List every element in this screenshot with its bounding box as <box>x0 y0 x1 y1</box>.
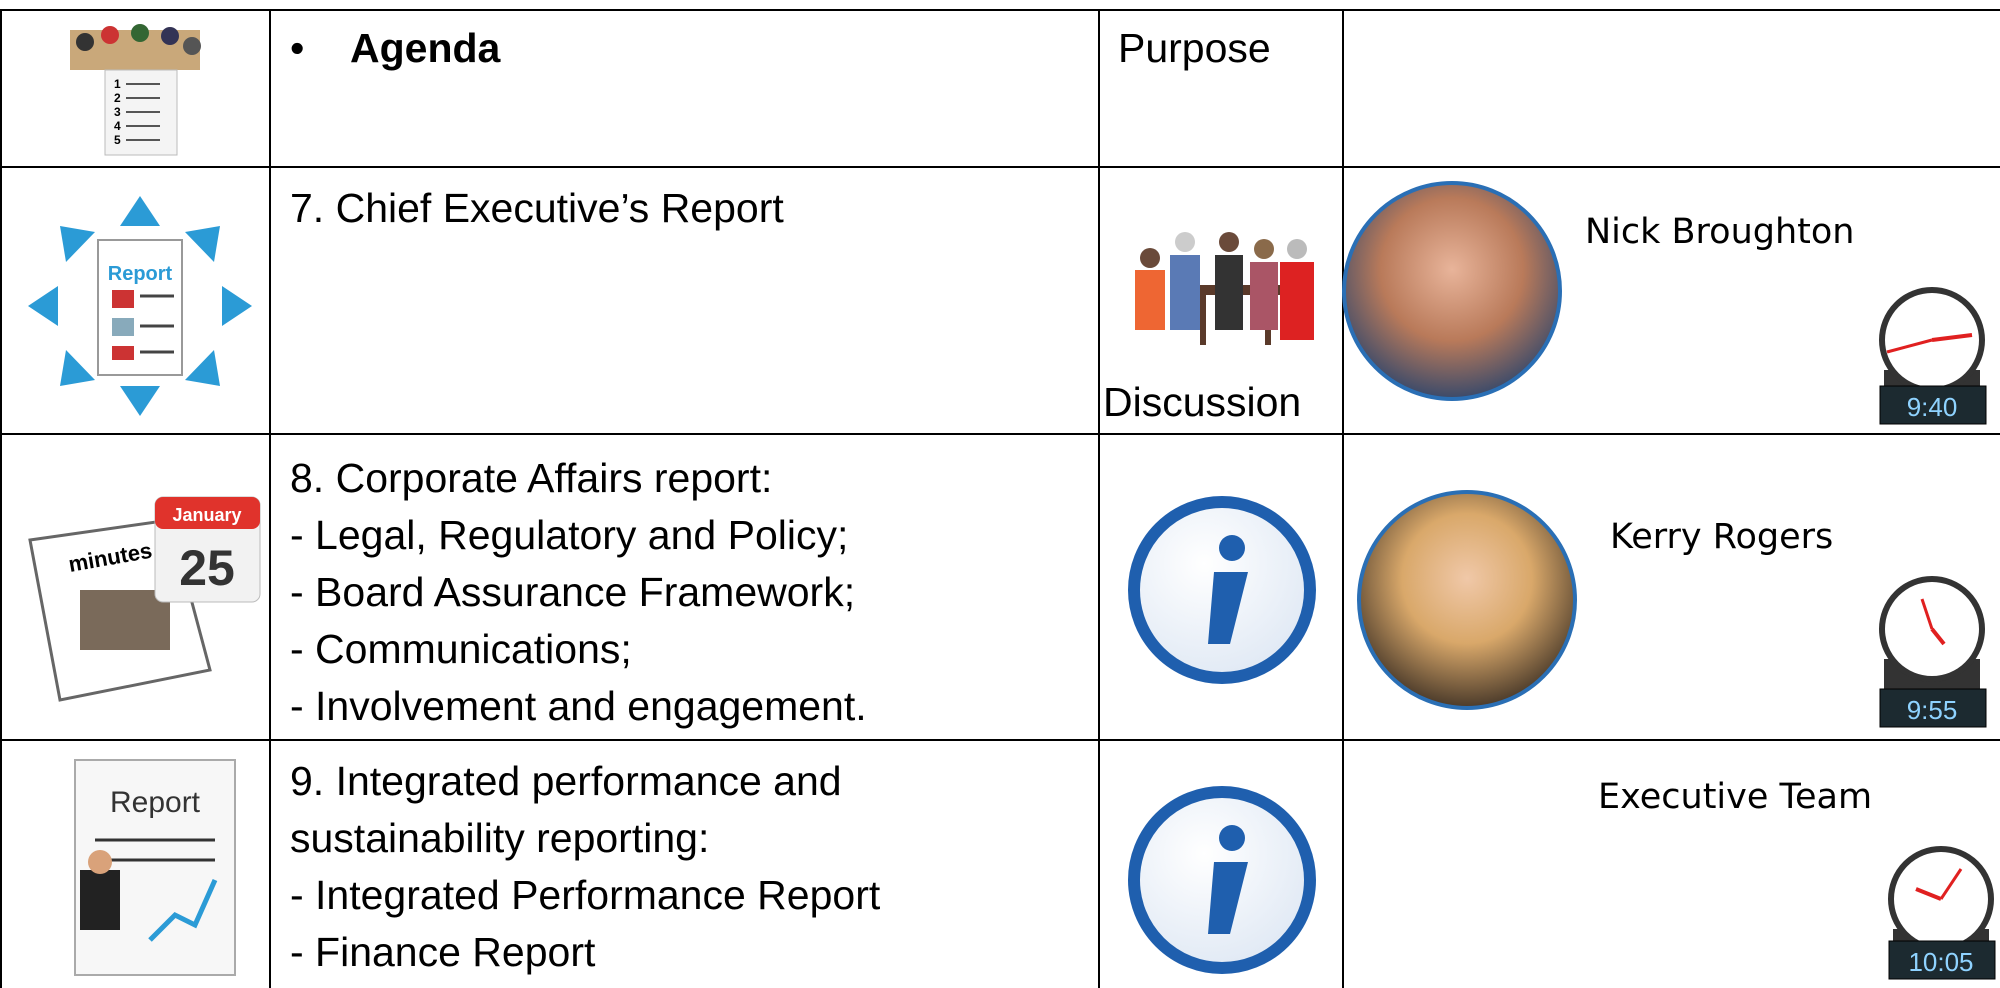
presenter-name: Executive Team <box>1598 777 1872 817</box>
clock-display <box>1879 385 1987 425</box>
info-icon <box>1128 786 1316 974</box>
report-arrows-icon <box>28 196 252 416</box>
discussion-picture <box>1135 232 1314 345</box>
agenda-item-line: - Communications; <box>290 626 632 672</box>
clock-hand <box>1886 338 1933 354</box>
clock-hand <box>1920 598 1934 630</box>
agenda-item-line: 8. Corporate Affairs report: <box>290 455 772 501</box>
clock-time: 9:55 <box>1907 695 1958 725</box>
icon-number: 1 <box>114 77 121 91</box>
clock-hand <box>1939 868 1963 900</box>
clock-display <box>1888 940 1996 980</box>
icon-number: 5 <box>114 133 121 147</box>
presenter-name: Kerry Rogers <box>1610 517 1833 557</box>
clock-time: 10:05 <box>1908 947 1973 977</box>
agenda-item-line: - Integrated Performance Report <box>290 872 881 918</box>
agenda-item-line: 7. Chief Executive’s Report <box>290 185 784 231</box>
table-grid <box>0 9 2000 988</box>
icon-number: 4 <box>114 119 121 133</box>
report-document-icon <box>74 759 236 976</box>
icon-number: 3 <box>114 105 121 119</box>
presenter-photo <box>1357 490 1577 710</box>
clock-hand <box>1915 887 1942 901</box>
icon-label: 25 <box>179 540 235 596</box>
purpose-label: Discussion <box>1103 379 1301 425</box>
icon-label: Report <box>108 263 173 285</box>
clock-hand <box>1930 627 1946 646</box>
clock-time: 9:40 <box>1907 392 1958 422</box>
agenda-item-line: - Involvement and engagement. <box>290 683 867 729</box>
agenda-item-line: sustainability reporting: <box>290 815 709 861</box>
clock-display <box>1879 688 1987 728</box>
presenter-name: Nick Broughton <box>1585 212 1855 252</box>
agenda-icon <box>70 24 201 156</box>
bullet: • <box>290 25 304 71</box>
minutes-calendar-icon <box>28 496 261 702</box>
icon-number: 2 <box>114 91 121 105</box>
icon-label: Report <box>110 786 201 819</box>
agenda-item-line: - Legal, Regulatory and Policy; <box>290 512 848 558</box>
clock-hand <box>1931 333 1973 342</box>
agenda-item-line: - Board Assurance Framework; <box>290 569 855 615</box>
presenter-photo <box>1342 181 1562 401</box>
icon-label: January <box>172 505 241 525</box>
agenda-item-line: - Finance Report <box>290 929 596 975</box>
purpose-heading: Purpose <box>1118 25 1271 71</box>
agenda-heading: Agenda <box>350 25 502 71</box>
info-icon <box>1128 496 1316 684</box>
agenda-item-line: 9. Integrated performance and <box>290 758 842 804</box>
